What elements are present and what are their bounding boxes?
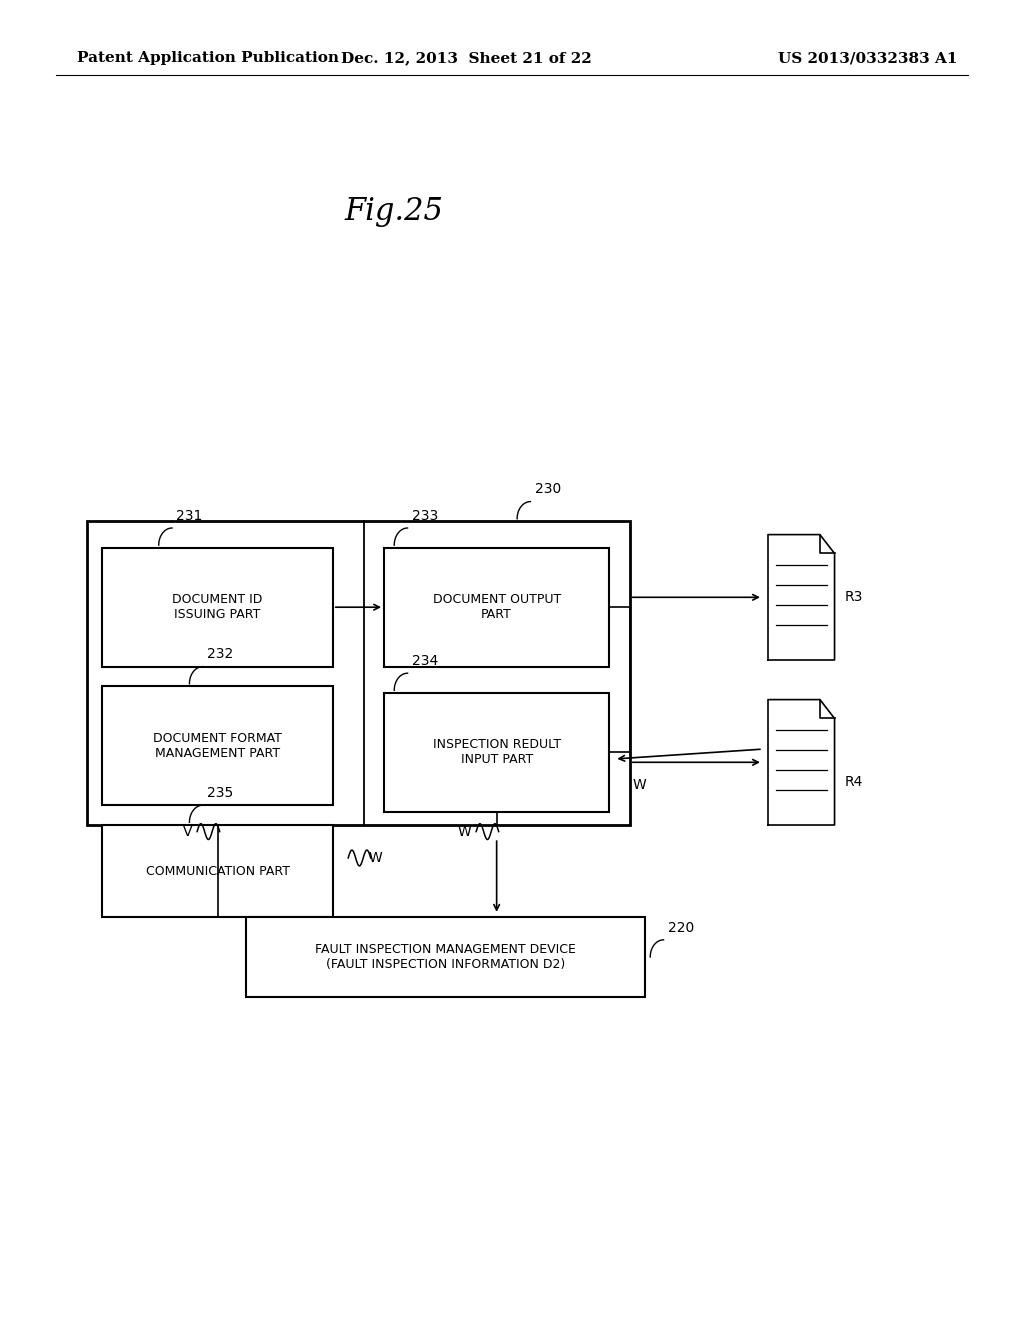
Bar	[384, 548, 609, 667]
Text: W: W	[369, 851, 382, 865]
Text: R3: R3	[845, 590, 863, 605]
Text: V: V	[182, 825, 193, 838]
Text: FAULT INSPECTION MANAGEMENT DEVICE
(FAULT INSPECTION INFORMATION D2): FAULT INSPECTION MANAGEMENT DEVICE (FAUL…	[315, 942, 575, 972]
Bar	[102, 825, 333, 917]
Bar	[87, 521, 630, 825]
Bar	[384, 693, 609, 812]
Bar	[102, 548, 333, 667]
Text: 230: 230	[535, 482, 561, 496]
Text: INSPECTION REDULT
INPUT PART: INSPECTION REDULT INPUT PART	[432, 738, 561, 767]
Text: DOCUMENT FORMAT
MANAGEMENT PART: DOCUMENT FORMAT MANAGEMENT PART	[154, 731, 282, 760]
Text: R4: R4	[845, 775, 863, 789]
Text: 232: 232	[207, 647, 233, 661]
Text: Patent Application Publication: Patent Application Publication	[77, 51, 339, 65]
Text: 231: 231	[176, 508, 203, 523]
Text: DOCUMENT OUTPUT
PART: DOCUMENT OUTPUT PART	[432, 593, 561, 622]
Text: Fig.25: Fig.25	[345, 195, 443, 227]
Polygon shape	[768, 700, 835, 825]
Text: COMMUNICATION PART: COMMUNICATION PART	[145, 865, 290, 878]
Text: Dec. 12, 2013  Sheet 21 of 22: Dec. 12, 2013 Sheet 21 of 22	[341, 51, 591, 65]
Text: W: W	[633, 779, 646, 792]
Text: 220: 220	[668, 920, 694, 935]
Text: 233: 233	[412, 508, 438, 523]
Polygon shape	[768, 535, 835, 660]
Text: US 2013/0332383 A1: US 2013/0332383 A1	[778, 51, 957, 65]
Bar	[246, 917, 645, 997]
Text: W: W	[458, 825, 471, 838]
Text: 234: 234	[412, 653, 438, 668]
Text: DOCUMENT ID
ISSUING PART: DOCUMENT ID ISSUING PART	[172, 593, 263, 622]
Bar	[102, 686, 333, 805]
Text: 235: 235	[207, 785, 233, 800]
